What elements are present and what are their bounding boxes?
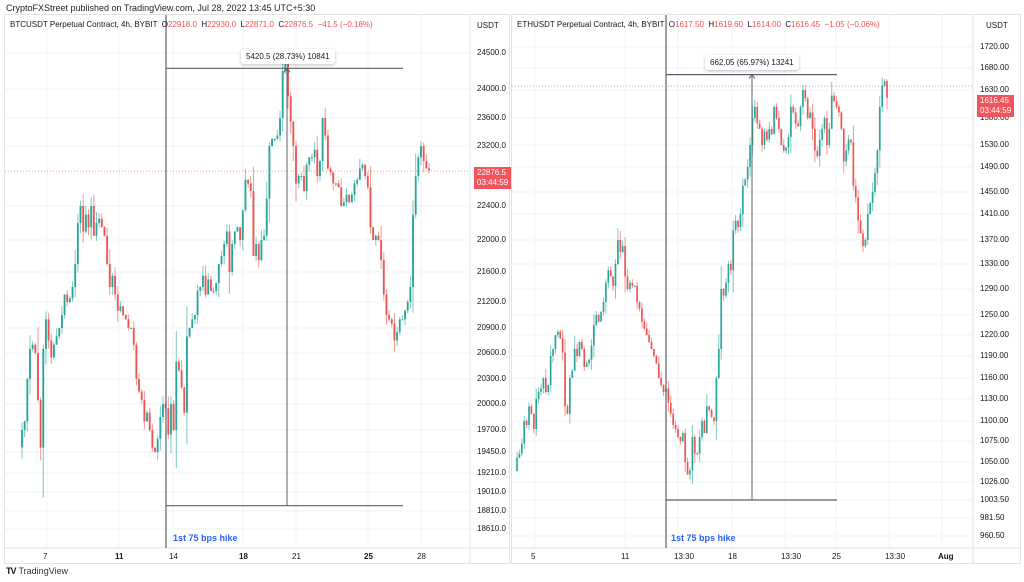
btc-change: −41.5 (−0.18%) bbox=[317, 20, 373, 29]
price-tick-label: 1330.00 bbox=[980, 259, 1009, 268]
price-tick-label: 1370.00 bbox=[980, 235, 1009, 244]
time-tick-label: 7 bbox=[43, 552, 48, 561]
eth-last-price-tag: 1616.45 03:44:59 bbox=[977, 95, 1015, 117]
publisher-attribution: CryptoFXStreet published on TradingView.… bbox=[6, 3, 316, 13]
btc-candlestick-chart[interactable] bbox=[5, 15, 509, 563]
time-tick-label: 18 bbox=[239, 552, 248, 561]
btc-high: 22930.0 bbox=[207, 20, 237, 29]
btc-countdown: 03:44:59 bbox=[477, 178, 509, 187]
btc-measure-label: 5420.5 (28.73%) 10841 bbox=[241, 49, 335, 64]
eth-candlestick-chart[interactable] bbox=[512, 15, 1020, 563]
price-tick-label: 1050.00 bbox=[980, 457, 1009, 466]
tradingview-label: TradingView bbox=[18, 566, 69, 576]
tradingview-logo-icon: TV bbox=[6, 566, 16, 576]
eth-close: 1616.45 bbox=[791, 20, 821, 29]
price-tick-label: 19010.0 bbox=[477, 487, 506, 496]
time-tick-label: 13:30 bbox=[674, 552, 695, 561]
price-tick-label: 23200.0 bbox=[477, 141, 506, 150]
btc-open: 22918.0 bbox=[168, 20, 197, 29]
time-tick-label: 13:30 bbox=[781, 552, 802, 561]
price-tick-label: 1075.00 bbox=[980, 436, 1009, 445]
price-tick-label: 21200.0 bbox=[477, 297, 506, 306]
price-tick-label: 20900.0 bbox=[477, 323, 506, 332]
price-tick-label: 1530.00 bbox=[980, 140, 1009, 149]
price-tick-label: 1720.00 bbox=[980, 42, 1009, 51]
btc-currency-label: USDT bbox=[477, 21, 499, 30]
time-tick-label: 18 bbox=[728, 552, 737, 561]
price-tick-label: 23600.0 bbox=[477, 113, 506, 122]
footer: TV TradingView bbox=[6, 566, 68, 576]
price-tick-label: 1630.00 bbox=[980, 85, 1009, 94]
price-tick-label: 1410.00 bbox=[980, 209, 1009, 218]
eth-countdown: 03:44:59 bbox=[980, 106, 1012, 115]
price-tick-label: 20000.0 bbox=[477, 399, 506, 408]
eth-chart-panel[interactable]: ETHUSDT Perpetual Contract, 4h, BYBIT O1… bbox=[511, 14, 1021, 564]
btc-symbol-title: BTCUSDT Perpetual Contract, 4h, BYBIT bbox=[10, 20, 158, 29]
time-tick-label: 21 bbox=[292, 552, 301, 561]
btc-close: 22876.5 bbox=[284, 20, 314, 29]
price-tick-label: 1450.00 bbox=[980, 187, 1009, 196]
price-tick-label: 1100.00 bbox=[980, 416, 1009, 425]
time-tick-label: 5 bbox=[531, 552, 536, 561]
price-tick-label: 18810.0 bbox=[477, 506, 506, 515]
price-tick-label: 981.50 bbox=[980, 513, 1005, 522]
price-tick-label: 19450.0 bbox=[477, 447, 506, 456]
price-tick-label: 24000.0 bbox=[477, 84, 506, 93]
eth-low: 1614.00 bbox=[751, 20, 781, 29]
time-tick-label: 13:30 bbox=[885, 552, 906, 561]
eth-change: −1.05 (−0.06%) bbox=[824, 20, 880, 29]
eth-measure-label: 662.05 (65.97%) 13241 bbox=[705, 55, 799, 70]
time-tick-label: 28 bbox=[417, 552, 426, 561]
time-tick-label: Aug bbox=[938, 552, 954, 561]
price-tick-label: 1190.00 bbox=[980, 351, 1009, 360]
btc-last-price: 22876.5 bbox=[477, 168, 506, 177]
btc-last-price-tag: 22876.5 03:44:59 bbox=[474, 167, 512, 189]
price-tick-label: 19700.0 bbox=[477, 425, 506, 434]
eth-legend: ETHUSDT Perpetual Contract, 4h, BYBIT O1… bbox=[517, 20, 880, 29]
eth-high: 1619.60 bbox=[714, 20, 744, 29]
price-tick-label: 18610.0 bbox=[477, 524, 506, 533]
price-tick-label: 1680.00 bbox=[980, 63, 1009, 72]
price-tick-label: 22400.0 bbox=[477, 201, 506, 210]
price-tick-label: 20600.0 bbox=[477, 348, 506, 357]
price-tick-label: 1160.00 bbox=[980, 373, 1009, 382]
price-tick-label: 20300.0 bbox=[477, 374, 506, 383]
price-tick-label: 960.50 bbox=[980, 531, 1005, 540]
time-tick-label: 14 bbox=[169, 552, 178, 561]
price-tick-label: 1220.00 bbox=[980, 330, 1009, 339]
btc-low: 22871.0 bbox=[244, 20, 274, 29]
price-tick-label: 1250.00 bbox=[980, 310, 1009, 319]
btc-legend: BTCUSDT Perpetual Contract, 4h, BYBIT O2… bbox=[10, 20, 373, 29]
eth-last-price: 1616.45 bbox=[980, 96, 1009, 105]
btc-rate-hike-note: 1st 75 bps hike bbox=[173, 533, 238, 543]
time-tick-label: 11 bbox=[621, 552, 630, 561]
time-tick-label: 11 bbox=[115, 552, 124, 561]
btc-chart-panel[interactable]: BTCUSDT Perpetual Contract, 4h, BYBIT O2… bbox=[4, 14, 512, 564]
price-tick-label: 24500.0 bbox=[477, 48, 506, 57]
price-tick-label: 21600.0 bbox=[477, 267, 506, 276]
price-tick-label: 22000.0 bbox=[477, 235, 506, 244]
price-tick-label: 1130.00 bbox=[980, 394, 1009, 403]
price-tick-label: 19210.0 bbox=[477, 468, 506, 477]
eth-open: 1617.50 bbox=[675, 20, 704, 29]
eth-rate-hike-note: 1st 75 bps hike bbox=[671, 533, 736, 543]
price-tick-label: 1290.00 bbox=[980, 284, 1009, 293]
price-tick-label: 1580.00 bbox=[980, 113, 1009, 122]
price-tick-label: 1026.00 bbox=[980, 477, 1009, 486]
time-tick-label: 25 bbox=[364, 552, 373, 561]
price-tick-label: 1003.50 bbox=[980, 495, 1009, 504]
time-tick-label: 25 bbox=[832, 552, 841, 561]
price-tick-label: 1490.00 bbox=[980, 162, 1009, 171]
eth-currency-label: USDT bbox=[986, 21, 1008, 30]
eth-symbol-title: ETHUSDT Perpetual Contract, 4h, BYBIT bbox=[517, 20, 665, 29]
